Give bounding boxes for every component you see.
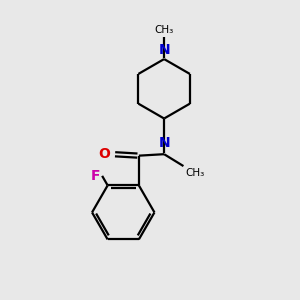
Text: CH₃: CH₃ [154,25,174,35]
Text: O: O [98,147,110,161]
Text: F: F [91,169,101,183]
Text: CH₃: CH₃ [185,168,204,178]
Text: N: N [158,43,170,57]
Text: N: N [158,136,170,150]
